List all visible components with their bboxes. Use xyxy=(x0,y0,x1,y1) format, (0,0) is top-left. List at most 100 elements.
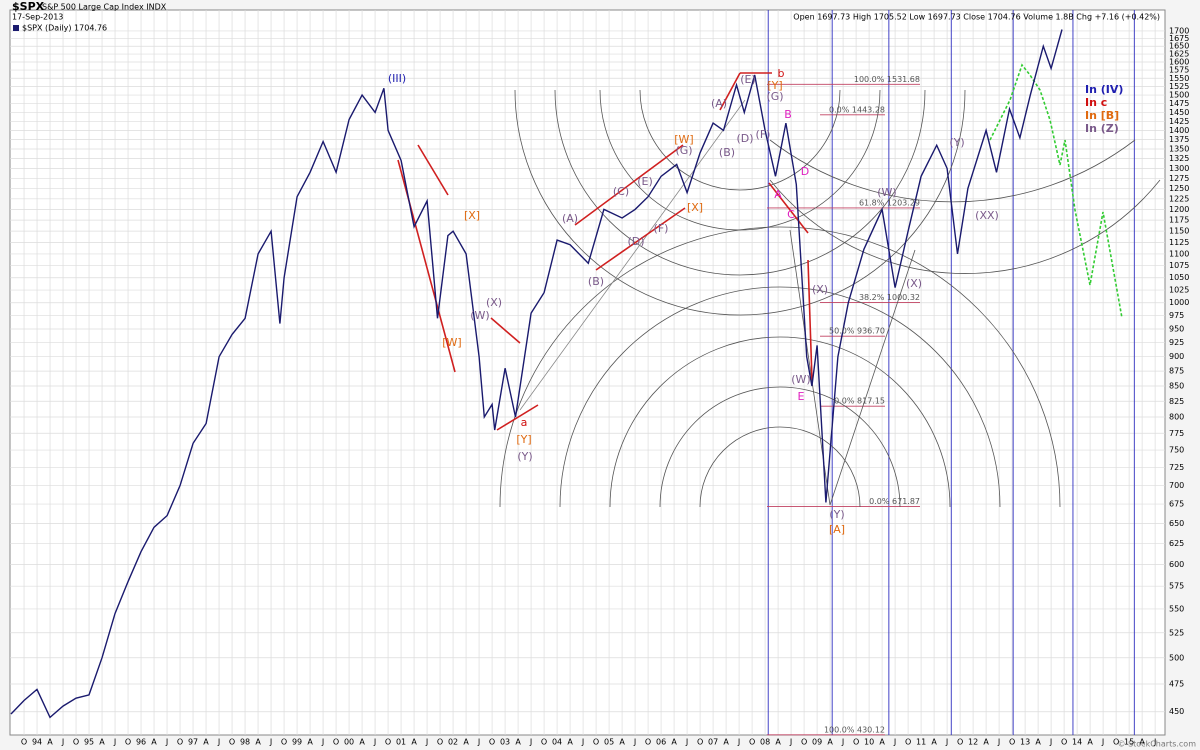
y-tick-label: 1625 xyxy=(1169,50,1189,59)
y-tick-label: 1050 xyxy=(1169,273,1189,282)
x-tick-label: J xyxy=(529,738,532,747)
x-tick-label: A xyxy=(983,738,989,747)
y-tick-label: 1100 xyxy=(1169,249,1189,258)
fib-label: 50.0% 936.70 xyxy=(829,327,885,336)
x-tick-label: 15 xyxy=(1124,738,1134,747)
wave-label: (B) xyxy=(588,275,604,288)
wave-label: (Y) xyxy=(949,136,964,149)
x-tick-label: O xyxy=(229,738,235,747)
y-tick-label: 1275 xyxy=(1169,174,1189,183)
x-tick-label: A xyxy=(463,738,469,747)
wave-label: (G) xyxy=(766,90,783,103)
grid xyxy=(10,10,1165,736)
x-tick-label: 06 xyxy=(656,738,666,747)
x-tick-label: A xyxy=(671,738,677,747)
x-tick-label: O xyxy=(541,738,547,747)
y-tick-label: 1575 xyxy=(1169,66,1189,75)
x-tick-label: O xyxy=(957,738,963,747)
wave-label: (X) xyxy=(486,296,502,309)
y-tick-label: 850 xyxy=(1169,381,1184,390)
wave-label: [W] xyxy=(442,336,461,349)
arc xyxy=(554,89,926,276)
y-tick-label: 675 xyxy=(1169,500,1184,509)
wave-label: (XX) xyxy=(975,209,999,222)
count-note: In (Z) xyxy=(1085,122,1119,135)
x-tick-label: 99 xyxy=(292,738,302,747)
y-tick-label: 1675 xyxy=(1169,34,1189,43)
x-tick-label: A xyxy=(1139,738,1145,747)
arc xyxy=(659,386,901,508)
wave-label: [A] xyxy=(829,523,845,536)
y-tick-label: 1350 xyxy=(1169,145,1189,154)
x-tick-label: J xyxy=(945,738,948,747)
y-tick-label: 975 xyxy=(1169,311,1184,320)
wave-label: (III) xyxy=(388,72,406,85)
chart-subtitle: S&P 500 Large Cap Index INDX xyxy=(42,3,167,12)
x-tick-label: A xyxy=(307,738,313,747)
x-tick-label: O xyxy=(489,738,495,747)
wave-label: (D) xyxy=(736,132,753,145)
y-tick-label: 1225 xyxy=(1169,194,1189,203)
x-tick-label: J xyxy=(893,738,896,747)
x-tick-label: 07 xyxy=(708,738,718,747)
x-tick-label: 03 xyxy=(500,738,510,747)
y-tick-label: 1475 xyxy=(1169,99,1189,108)
y-tick-label: 1425 xyxy=(1169,117,1189,126)
x-tick-label: 00 xyxy=(344,738,354,747)
wave-label: (C) xyxy=(613,185,629,198)
wave-label: E xyxy=(798,390,805,403)
count-note: In (IV) xyxy=(1085,83,1123,96)
quote: Open 1697.73 High 1705.52 Low 1697.73 Cl… xyxy=(793,13,1160,22)
y-tick-label: 1550 xyxy=(1169,74,1189,83)
y-tick-label: 550 xyxy=(1169,604,1184,613)
x-tick-label: J xyxy=(1049,738,1052,747)
x-tick-label: A xyxy=(567,738,573,747)
x-tick-label: O xyxy=(593,738,599,747)
fib-label: 100.0% 1531.68 xyxy=(854,75,920,84)
wave-label: (X) xyxy=(906,277,922,290)
x-tick-label: O xyxy=(749,738,755,747)
x-tick-label: 02 xyxy=(448,738,458,747)
legend-entry: $SPX (Daily) 1704.76 xyxy=(22,24,107,33)
wave-label: C xyxy=(787,208,795,221)
wave-label: a xyxy=(521,416,528,429)
x-tick-label: J xyxy=(633,738,636,747)
trend-line xyxy=(829,249,916,506)
y-tick-label: 1075 xyxy=(1169,261,1189,270)
x-tick-label: A xyxy=(515,738,521,747)
x-tick-label: A xyxy=(1035,738,1041,747)
wave-label: (A) xyxy=(711,97,727,110)
y-tick-label: 1025 xyxy=(1169,286,1189,295)
y-tick-label: 700 xyxy=(1169,481,1184,490)
y-tick-label: 1150 xyxy=(1169,227,1189,236)
x-tick-label: A xyxy=(619,738,625,747)
x-tick-label: A xyxy=(879,738,885,747)
x-tick-label: O xyxy=(905,738,911,747)
wave-label: A xyxy=(774,188,782,201)
wave-label: b xyxy=(778,67,785,80)
x-tick-label: 10 xyxy=(864,738,874,747)
y-tick-label: 925 xyxy=(1169,338,1184,347)
y-tick-label: 450 xyxy=(1169,707,1184,716)
y-tick-label: 475 xyxy=(1169,680,1184,689)
x-tick-label: J xyxy=(61,738,64,747)
fib-label: 0.0% 671.87 xyxy=(869,497,920,506)
y-tick-label: 1325 xyxy=(1169,154,1189,163)
x-tick-label: O xyxy=(385,738,391,747)
x-tick-label: O xyxy=(1061,738,1067,747)
wave-label: [X] xyxy=(687,201,703,214)
y-tick-label: 825 xyxy=(1169,397,1184,406)
channel-line xyxy=(417,144,449,196)
credit: © StockCharts.com xyxy=(1118,740,1197,749)
fib-label: 38.2% 1000.32 xyxy=(859,293,920,302)
legend-swatch xyxy=(13,25,19,31)
x-tick-label: 11 xyxy=(916,738,926,747)
projection-path xyxy=(989,63,1123,319)
arc xyxy=(699,426,861,508)
y-tick-label: 950 xyxy=(1169,325,1184,334)
wave-label: (D) xyxy=(627,235,644,248)
x-tick-label: 97 xyxy=(188,738,198,747)
y-tick-label: 1600 xyxy=(1169,58,1189,67)
y-tick-label: 800 xyxy=(1169,413,1184,422)
